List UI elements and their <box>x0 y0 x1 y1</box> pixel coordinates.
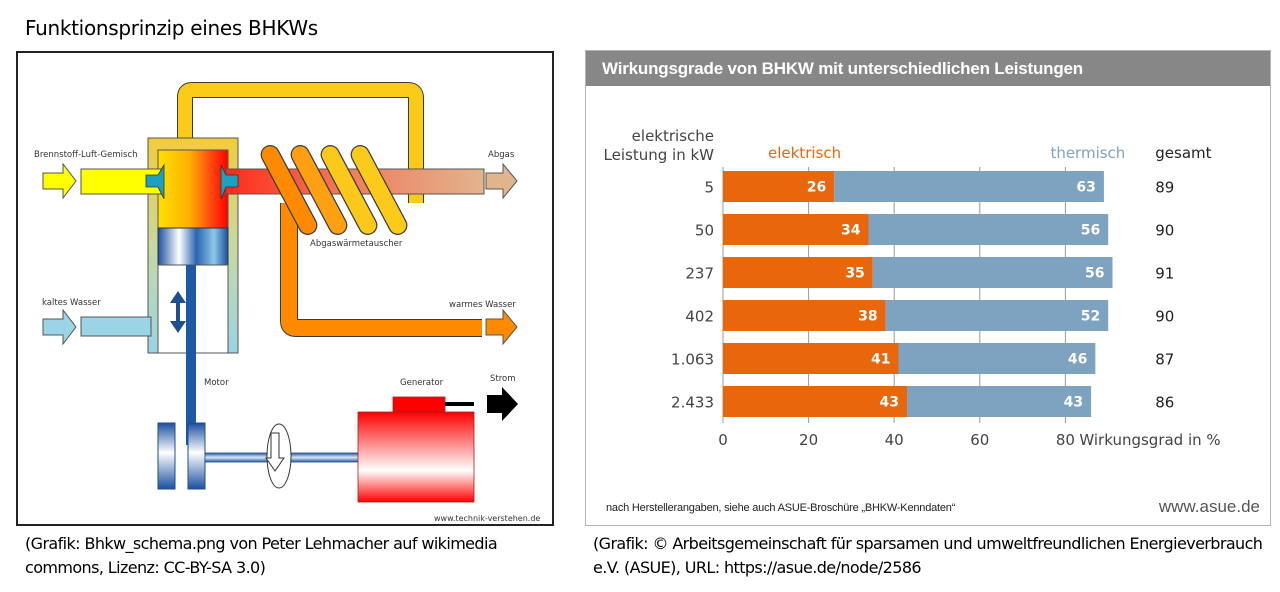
bar-thermisch-5 <box>907 386 1092 417</box>
label-power: Strom <box>490 374 516 384</box>
total-label: 87 <box>1155 351 1174 369</box>
exhaust-valve <box>220 164 239 200</box>
label-layer: 0 20 40 60 80 Wirkungsgrad in % elektrischeLei… <box>604 127 1221 449</box>
schematic-svg: Brennstoff-Luft-Gemisch Abgas Abgaswärme… <box>34 82 540 523</box>
y-axis-label-line2: Leistung in kW <box>604 146 715 164</box>
data-label-elektrisch: 34 <box>841 223 861 239</box>
cold-water-arrow-icon <box>42 308 77 346</box>
bar-elektrisch-4 <box>723 343 899 374</box>
chart-footnote: nach Herstellerangaben, siehe auch ASUE-… <box>606 502 956 514</box>
page-title: Funktionsprinzip eines BHKWs <box>25 16 318 40</box>
caption-right: (Grafik: © Arbeitsgemeinschaft für spars… <box>593 534 1263 577</box>
category-label: 2.433 <box>671 394 714 412</box>
x-tick-label: 80 <box>1056 431 1075 449</box>
category-label: 5 <box>704 179 714 197</box>
data-label-thermisch: 52 <box>1081 309 1100 325</box>
data-label-thermisch: 46 <box>1068 352 1087 368</box>
label-fuel-mix: Brennstoff-Luft-Gemisch <box>34 150 138 160</box>
label-cold-water: kaltes Wasser <box>42 298 101 308</box>
bar-thermisch-0 <box>834 171 1104 202</box>
label-exhaust: Abgas <box>488 150 515 160</box>
data-label-elektrisch: 38 <box>858 309 877 325</box>
bar-elektrisch-0 <box>723 171 835 202</box>
bar-thermisch-2 <box>872 257 1113 288</box>
category-label: 50 <box>695 222 714 240</box>
chart-title: Wirkungsgrade von BHKW mit unterschiedli… <box>586 51 1270 86</box>
caption-left: (Grafik: Bhkw_schema.png von Peter Lehma… <box>25 534 498 577</box>
category-label: 1.063 <box>671 351 714 369</box>
total-label: 90 <box>1155 222 1174 240</box>
category-label: 237 <box>685 265 714 283</box>
x-tick-label: 40 <box>885 431 904 449</box>
bhkw-schematic: Brennstoff-Luft-Gemisch Abgas Abgaswärme… <box>16 51 554 526</box>
bar-layer <box>723 171 1113 417</box>
grid-layer <box>722 167 1066 423</box>
label-generator: Generator <box>400 378 444 388</box>
bar-thermisch-3 <box>885 300 1109 331</box>
bar-thermisch-1 <box>868 214 1109 245</box>
x-tick-label: 20 <box>799 431 818 449</box>
total-label: 90 <box>1155 308 1174 326</box>
generator-body <box>357 411 475 503</box>
data-label-thermisch: 63 <box>1076 180 1095 196</box>
cold-water-pipe <box>80 316 152 337</box>
connecting-rod <box>186 265 196 445</box>
intake-valve <box>145 163 165 200</box>
bar-elektrisch-3 <box>723 300 886 331</box>
bar-elektrisch-5 <box>723 386 908 417</box>
total-label: 91 <box>1155 265 1174 283</box>
total-label: 86 <box>1155 394 1174 412</box>
data-label-thermisch: 56 <box>1081 223 1100 239</box>
label-heat-exchanger: Abgaswärmetauscher <box>310 239 403 249</box>
power-arrow-icon <box>487 387 518 421</box>
heat-exchanger-coils <box>260 145 408 235</box>
chart-svg: 0 20 40 60 80 Wirkungsgrad in % elektrischeLei… <box>604 127 1221 449</box>
x-axis-label: Wirkungsgrad in % <box>1079 431 1220 449</box>
bar-elektrisch-1 <box>723 214 869 245</box>
legend-gesamt: gesamt <box>1155 144 1211 162</box>
warm-water-arrow-icon <box>485 308 518 346</box>
y-axis-label-line1: elektrische <box>632 127 714 145</box>
efficiency-chart: Wirkungsgrade von BHKW mit unterschiedli… <box>585 50 1271 526</box>
exhaust-arrow-icon <box>485 162 518 200</box>
generator-terminal <box>392 396 446 413</box>
x-tick-label: 60 <box>970 431 989 449</box>
label-motor: Motor <box>204 378 229 388</box>
fuel-arrow-icon <box>42 162 77 200</box>
bar-thermisch-4 <box>898 343 1096 374</box>
piston <box>157 227 229 266</box>
flywheel-left <box>157 422 176 490</box>
data-label-elektrisch: 26 <box>807 180 826 196</box>
up-down-arrow-icon <box>170 291 186 333</box>
legend-elektrisch: elektrisch <box>768 144 841 162</box>
data-label-elektrisch: 41 <box>871 352 890 368</box>
bar-elektrisch-2 <box>723 257 873 288</box>
x-tick-label: 0 <box>718 431 728 449</box>
total-label: 89 <box>1155 179 1174 197</box>
flywheel-right <box>187 422 206 490</box>
category-label: 402 <box>685 308 714 326</box>
rotation-icon <box>265 423 292 489</box>
legend-thermisch: thermisch <box>1050 144 1125 162</box>
combustion-chamber <box>157 149 229 229</box>
data-label-elektrisch: 43 <box>880 395 899 411</box>
source-url: www.asue.de <box>1158 497 1260 516</box>
label-warm-water: warmes Wasser <box>449 300 516 310</box>
data-label-thermisch: 43 <box>1064 395 1083 411</box>
data-label-thermisch: 56 <box>1085 266 1104 282</box>
watermark: www.technik-verstehen.de <box>434 514 540 523</box>
data-label-elektrisch: 35 <box>845 266 864 282</box>
